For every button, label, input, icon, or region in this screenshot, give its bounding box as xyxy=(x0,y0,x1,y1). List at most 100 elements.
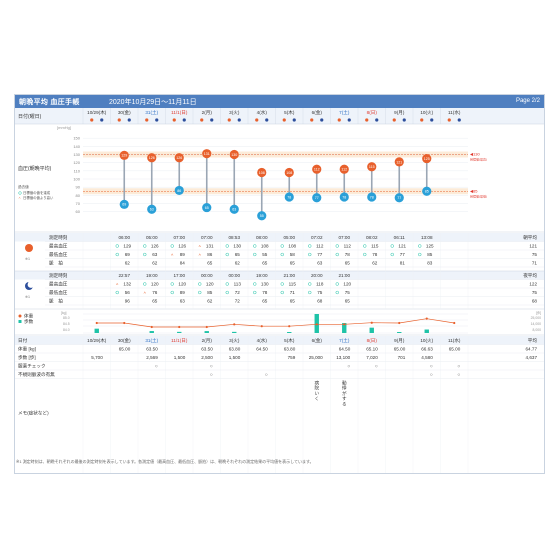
systolic-value: 125 xyxy=(424,157,430,161)
morning-dia: 85 xyxy=(427,252,433,257)
sun-icon xyxy=(282,118,286,122)
achieved-mark xyxy=(115,252,119,257)
steps-bar xyxy=(149,331,154,333)
morning-avg-pulse: 71 xyxy=(532,261,538,266)
morning-sys: 125 xyxy=(426,244,434,249)
evening-row-label: 脈 拍 xyxy=(49,298,63,305)
achieved-mark xyxy=(225,282,229,286)
target-low-sub: 目標値(最低) xyxy=(470,193,487,198)
legend-x-label: 日標値の値より高い xyxy=(23,195,54,200)
diastolic-point xyxy=(312,193,322,203)
date-label: 8(日) xyxy=(367,110,378,116)
sun-icon xyxy=(227,118,231,122)
evening-sys: 120 xyxy=(206,282,214,287)
evening-sys: 130 xyxy=(261,282,269,287)
y-tick-label: 90 xyxy=(76,185,81,190)
date-label: 31(土) xyxy=(145,109,158,115)
legend-o-label: 日標値の値を達成 xyxy=(23,190,51,195)
systolic-point xyxy=(147,153,157,163)
sun-icon xyxy=(117,118,121,122)
weight-point xyxy=(315,323,318,326)
diastolic-value: 78 xyxy=(342,195,346,199)
achieved-mark xyxy=(225,244,229,248)
date-label: 2(月) xyxy=(202,110,213,116)
morning-time: 07:00 xyxy=(339,235,351,240)
achieved-mark xyxy=(253,290,257,295)
moon-icon xyxy=(100,118,104,122)
evening-time: 22:57 xyxy=(119,273,131,278)
diastolic-point xyxy=(229,204,239,214)
morning-pulse: 65 xyxy=(262,261,268,266)
morning-dia: 69 xyxy=(125,252,131,257)
morning-pulse: 63 xyxy=(317,261,323,266)
moon-icon xyxy=(292,118,296,122)
y-tick-label: 80 xyxy=(76,193,81,198)
daily-date: 5(木) xyxy=(284,337,295,344)
systolic-point xyxy=(284,167,294,178)
evening-sys: 132 xyxy=(123,282,131,287)
systolic-value: 131 xyxy=(204,152,210,156)
systolic-point xyxy=(119,150,129,160)
morning-pulse: 65 xyxy=(345,261,351,266)
morning-pulse: 81 xyxy=(400,261,406,266)
sun-icon xyxy=(200,118,204,122)
exceeded-mark: ^ xyxy=(199,245,202,250)
moon-icon xyxy=(210,118,214,122)
systolic-value: 126 xyxy=(149,156,155,160)
diastolic-point xyxy=(119,199,129,209)
moon-icon xyxy=(320,118,324,122)
systolic-point xyxy=(312,164,322,174)
sun-icon xyxy=(172,118,176,122)
daily-weight: 63.80 xyxy=(229,347,241,352)
daily-avg-steps: 4,637 xyxy=(526,355,538,360)
morning-dia: 55 xyxy=(262,252,268,257)
steps-unit: [歩] xyxy=(536,310,541,315)
daily-weight: 65.00 xyxy=(449,347,461,352)
date-label: 10(火) xyxy=(420,110,433,115)
morning-dia: 78 xyxy=(372,252,378,257)
morning-time-row xyxy=(15,233,544,242)
weight-point xyxy=(150,325,153,329)
morning-row-label: 最高血圧 xyxy=(49,243,68,250)
systolic-value: 121 xyxy=(396,160,402,164)
moon-icon xyxy=(182,118,186,122)
diastolic-point xyxy=(257,211,267,221)
diastolic-value: 55 xyxy=(260,214,264,218)
daily-med: ○ xyxy=(210,364,213,369)
achieved-mark xyxy=(308,244,312,248)
daily-irr: ○ xyxy=(210,372,213,377)
morning-time: 08:53 xyxy=(229,235,241,240)
evening-avg-sys: 122 xyxy=(529,282,537,287)
evening-dia: 75 xyxy=(317,290,323,295)
morning-pulse: 65 xyxy=(290,261,296,266)
daily-med: ○ xyxy=(155,364,158,369)
morning-sys: 112 xyxy=(316,244,324,249)
weight-legend-label: 体重 xyxy=(24,313,34,320)
steps-bar xyxy=(369,327,374,333)
morning-pulse: 62 xyxy=(235,261,241,266)
daily-date: 8(日) xyxy=(367,338,378,344)
achieved-mark xyxy=(143,282,147,286)
sun-icon xyxy=(145,118,149,122)
systolic-point xyxy=(367,162,377,172)
daily-steps: 1,500 xyxy=(174,355,186,360)
systolic-value: 115 xyxy=(369,165,375,169)
daily-date: 11/1(日) xyxy=(171,338,188,344)
systolic-point xyxy=(257,167,267,178)
page-header: 朝晩平均 血圧手帳 2020年10月29日〜11月11日 Page 2/2 xyxy=(15,95,544,108)
daily-steps: 2,569 xyxy=(146,355,158,360)
date-label: 3(火) xyxy=(229,110,240,115)
achieved-mark xyxy=(308,290,312,295)
date-label: 4(水) xyxy=(257,109,268,115)
steps-legend-icon xyxy=(18,320,22,323)
weight-point xyxy=(398,321,401,325)
daily-date: 4(水) xyxy=(257,337,268,343)
evening-sys: 118 xyxy=(316,282,324,287)
morning-pulse: 83 xyxy=(427,261,433,266)
daily-date: 10/29(木) xyxy=(87,337,107,344)
morning-row-label: 最低血圧 xyxy=(49,251,68,258)
evening-avg-label: 夜平均 xyxy=(523,272,537,279)
memo-char: る xyxy=(342,401,347,406)
morning-pulse: 62 xyxy=(152,261,158,266)
daily-date: 2(月) xyxy=(202,338,213,344)
